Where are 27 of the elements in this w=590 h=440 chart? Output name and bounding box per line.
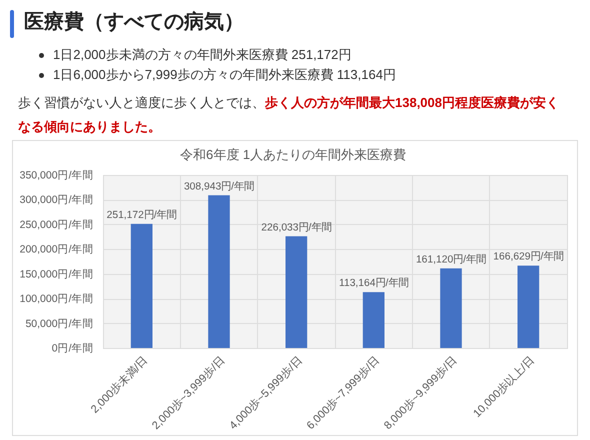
bar — [130, 224, 152, 348]
text: 1日2,000歩未満の方々の年間外来医療費 251,172円 — [53, 47, 352, 62]
data-label: 161,120円/年間 — [416, 253, 486, 266]
bar — [362, 292, 384, 348]
y-tick-label: 300,000円/年間 — [20, 194, 94, 206]
data-label: 251,172円/年間 — [106, 208, 177, 221]
bar — [440, 268, 462, 348]
y-tick-label: 100,000円/年間 — [20, 293, 94, 306]
bar — [208, 195, 230, 348]
text: 1日6,000歩から7,999歩の方々の年間外来医療費 113,164円 — [53, 67, 396, 82]
y-tick-label: 350,000円/年間 — [20, 170, 94, 182]
data-label: 226,033円/年間 — [261, 221, 332, 234]
chart-subtitle: 令和6年度 1人あたりの年間外来医療費 — [180, 147, 406, 162]
y-tick-label: 0円/年間 — [52, 342, 94, 354]
y-tick-label: 50,000円/年間 — [25, 318, 94, 330]
y-tick-label: 250,000円/年間 — [20, 218, 94, 231]
text: 歩く人の方が年間最大138,008円程度医療費が安く — [265, 94, 559, 112]
data-label: 113,164円/年間 — [339, 277, 408, 290]
text: なる傾向にありました。 — [18, 118, 161, 136]
y-tick-label: 150,000円/年間 — [20, 268, 94, 280]
bar — [518, 266, 540, 348]
data-label: 166,629円/年間 — [493, 250, 564, 263]
data-label: 308,943円/年間 — [184, 180, 254, 192]
bar — [286, 236, 308, 348]
chart-title: 医療費（すべての病気） — [24, 10, 244, 35]
y-tick-label: 200,000円/年間 — [20, 244, 94, 256]
text: 歩く習慣がない人と適度に歩く人とでは、 — [18, 94, 265, 112]
